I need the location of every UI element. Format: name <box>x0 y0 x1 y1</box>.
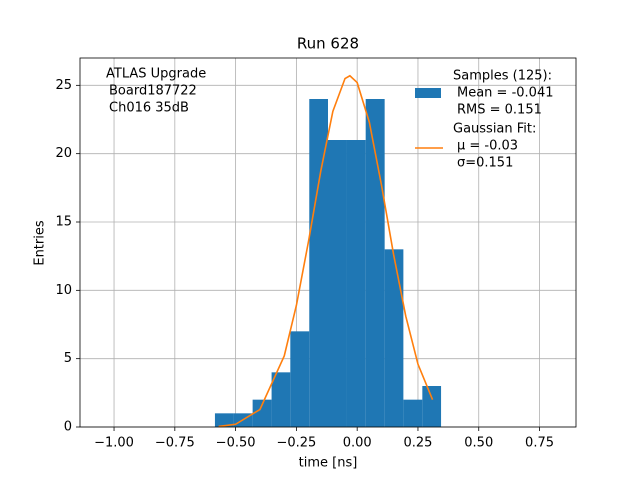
y-tick-label: 10 <box>55 283 72 298</box>
x-tick-label: −0.25 <box>276 436 316 451</box>
histogram-bar <box>309 99 328 427</box>
annotation: Ch016 35dB <box>109 101 189 116</box>
histogram-bar <box>403 399 423 427</box>
legend-swatch <box>415 88 441 98</box>
histogram-bar <box>290 331 310 427</box>
legend-label: σ=0.151 <box>457 156 513 171</box>
y-tick-label: 25 <box>55 78 72 93</box>
plot-frame <box>79 57 577 428</box>
legend-label: Gaussian Fit: <box>453 122 536 137</box>
histogram-bar <box>384 249 404 427</box>
x-tick-label: 0.25 <box>403 436 432 451</box>
legend-label: RMS = 0.151 <box>457 103 542 118</box>
y-axis-label: Entries <box>33 220 48 266</box>
histogram-bar <box>365 99 385 427</box>
histogram-bar <box>346 140 366 427</box>
y-tick-label: 5 <box>64 351 72 366</box>
x-tick-label: 0.50 <box>464 436 493 451</box>
chart-title: Run 628 <box>297 35 359 53</box>
y-tick-label: 15 <box>55 215 72 230</box>
annotation: Board187722 <box>109 84 197 99</box>
x-axis-label: time [ns] <box>299 456 358 471</box>
x-tick-label: 0.00 <box>343 436 372 451</box>
fit-line <box>218 74 434 428</box>
histogram-bar <box>271 372 291 427</box>
histogram-bar <box>252 399 272 427</box>
legend-label: Mean = -0.041 <box>457 86 553 101</box>
y-tick-label: 0 <box>64 420 72 435</box>
legend-label: μ = -0.03 <box>457 139 518 154</box>
x-tick-label: −1.00 <box>94 436 134 451</box>
histogram-bar <box>328 140 347 427</box>
x-tick-label: 0.75 <box>525 436 554 451</box>
histogram-bar <box>422 386 442 427</box>
histogram-bar <box>214 413 234 427</box>
legend-label: Samples (125): <box>453 69 552 84</box>
annotation: ATLAS Upgrade <box>106 67 206 82</box>
x-tick-label: −0.50 <box>216 436 256 451</box>
y-tick-label: 20 <box>55 146 72 161</box>
x-tick-label: −0.75 <box>155 436 195 451</box>
